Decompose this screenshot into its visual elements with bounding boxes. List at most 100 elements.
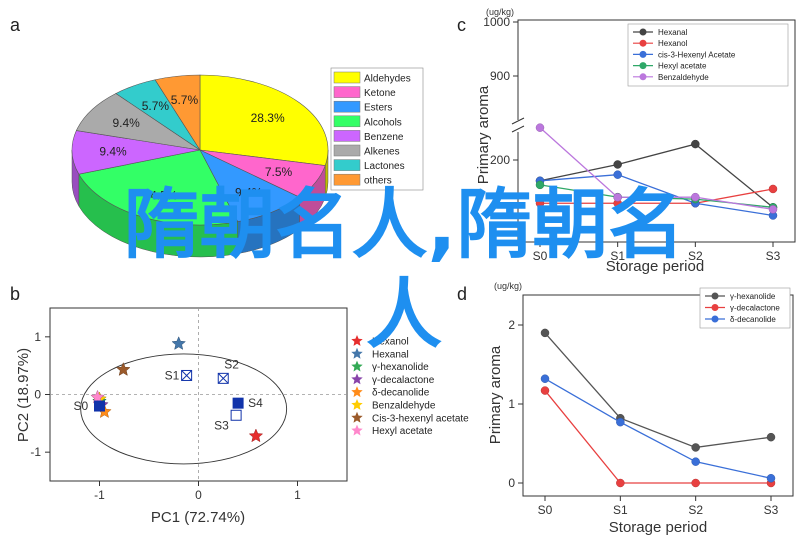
pca-legend-label-2: γ-hexanolide [372, 362, 429, 373]
lined-group-point-1-1 [616, 478, 625, 488]
pca-x-axis-label: PC1 (72.74%) [151, 509, 245, 526]
lined-legend-marker-0 [711, 292, 719, 300]
chart-c-axis-break-1 [511, 117, 525, 125]
linec-group-series-line-2 [539, 174, 774, 217]
pie-label-ketone: 7.5% [265, 165, 293, 179]
pca-sample-cross-b-1 [181, 370, 192, 381]
pca-x-tick-0: -1 [94, 488, 105, 502]
linec-group-point-2-1 [613, 170, 622, 179]
linec-group-x-tick-0: S0 [533, 249, 548, 263]
linec-group-point-4-1 [613, 193, 622, 202]
linec-group-y-tick-1: 900 [490, 69, 510, 83]
linec-legend-box [627, 23, 789, 87]
pie-legend-swatch-6 [333, 159, 361, 171]
pca-sample-label-s3: S3 [214, 418, 229, 432]
linec-group-series-line-1 [540, 188, 774, 204]
chart-d-unit-label: (ug/kg) [494, 281, 522, 291]
pie-label-others: 5.7% [171, 93, 199, 107]
pca-sample-label-s2: S2 [224, 357, 239, 371]
pca-legend-star-0 [351, 335, 363, 346]
pie-legend-label-3: Alcohols [364, 117, 402, 128]
pie-legend-label-0: Aldehydes [364, 74, 411, 85]
pie-label-esters: 9.4% [235, 185, 263, 199]
lined-group-y-tick-1: 1 [508, 397, 515, 411]
lined-legend-label-0: γ-hexanolide [730, 292, 776, 301]
pie-label-alcohols: 24.5% [143, 188, 177, 202]
pie-legend-label-7: others [364, 176, 392, 187]
lined-group-series-line-0 [544, 332, 772, 449]
linec-group-point-1-0 [535, 198, 545, 208]
linec-legend-label-0: Hexanal [658, 28, 688, 37]
pie-slice-benzene [71, 130, 201, 175]
pie-legend-label-1: Ketone [364, 88, 396, 99]
pca-legend-star-4 [351, 386, 363, 398]
linec-legend-marker-4 [639, 73, 647, 81]
lined-group-x-tick-0: S0 [538, 503, 553, 517]
linec-legend-marker-2 [639, 50, 647, 58]
linec-legend-marker-3 [639, 62, 647, 70]
lined-group-point-2-1 [616, 417, 625, 427]
pca-sample-marker-s2 [217, 372, 229, 384]
pie-slice-esters [199, 149, 301, 223]
pie-legend-swatch-3 [333, 115, 361, 128]
linec-legend-marker-0 [639, 28, 647, 36]
linec-legend-label-2: cis-3-Hexenyl Acetate [658, 50, 736, 59]
linec-group-x-tick-1: S1 [610, 249, 625, 263]
pca-loading-6 [115, 362, 131, 376]
chart-c-axis-break-mask [513, 120, 525, 132]
chart-c-x-axis-label: Storage period [606, 258, 704, 275]
pie-legend-swatch-2 [333, 100, 361, 113]
lined-group-x-tick-2: S2 [688, 503, 703, 517]
lined-group-point-0-2 [691, 443, 700, 452]
pca-sample-label-s0: S0 [74, 399, 89, 413]
linec-group-x-tick-2: S2 [688, 249, 703, 263]
linec-group-point-4-3 [768, 205, 778, 214]
lined-group-point-0-3 [766, 432, 776, 442]
pie-legend-label-2: Esters [364, 103, 392, 114]
pca-x-tick-2: 1 [294, 488, 301, 502]
pie-label-alkenes: 9.4% [112, 116, 140, 130]
pie-label-lactones: 5.7% [142, 99, 170, 113]
lined-legend-marker-2 [711, 315, 719, 323]
panel-letter-b: b [10, 284, 20, 304]
pca-loading-7 [90, 389, 105, 404]
pca-legend-star-7 [351, 424, 363, 436]
pca-legend-star-5 [351, 399, 363, 410]
pie-legend-swatch-5 [333, 144, 361, 157]
pie-slice-aldehydes [199, 74, 329, 166]
chart-c-unit-label: (ug/kg) [486, 7, 514, 17]
pca-legend-label-0: Hexanol [372, 337, 409, 348]
pca-legend-star-1 [351, 347, 363, 359]
pie-slice-alcohols [78, 149, 239, 226]
line-chart-c: (ug/kg) Primary aroma Storage period S0 S… [475, 7, 796, 275]
pca-loading-0 [248, 428, 264, 443]
pca-sample-marker-s1 [181, 369, 193, 381]
pie-legend-swatch-4 [333, 130, 361, 142]
pca-y-tick-0: 1 [34, 330, 41, 344]
pca-legend-label-6: Cis-3-hexenyl acetate [372, 413, 469, 424]
chart-d-y-axis-label: Primary aroma [487, 345, 504, 444]
pie-chart: 28.3%7.5%9.4%24.5%9.4%9.4%5.7% 5.7% [71, 74, 329, 258]
pca-legend-label-4: δ-decanolide [372, 388, 430, 399]
lined-legend-marker-1 [711, 304, 719, 311]
pca-legend-star-2 [351, 360, 363, 372]
pie-label-benzene: 9.4% [99, 145, 127, 159]
lined-legend-label-2: δ-decanolide [730, 315, 776, 324]
linec-group-point-0-2 [691, 139, 700, 149]
chart-c-legend: Hexanal Hexanol cis-3-Hexenyl Acetate Hexyl… [627, 23, 789, 87]
lined-group-y-tick-2: 2 [508, 318, 515, 332]
lined-group-y-tick-0: 0 [508, 476, 515, 490]
pca-legend-star-3 [351, 373, 363, 385]
linec-group-y-tick-2: 200 [490, 153, 510, 167]
pca-sample-marker-s0 [94, 400, 105, 412]
pca-legend-label-1: Hexanal [372, 349, 409, 360]
lined-group-point-1-2 [691, 478, 700, 488]
linec-group-point-0-1 [613, 160, 622, 169]
chart-c-axis-break-2 [511, 125, 525, 133]
linec-legend-label-1: Hexanol [658, 39, 688, 48]
pie-slice-others [154, 74, 201, 152]
chart-c-y-axis-label: Primary aroma [475, 85, 492, 184]
pca-sample-marker-s3 [230, 409, 242, 421]
